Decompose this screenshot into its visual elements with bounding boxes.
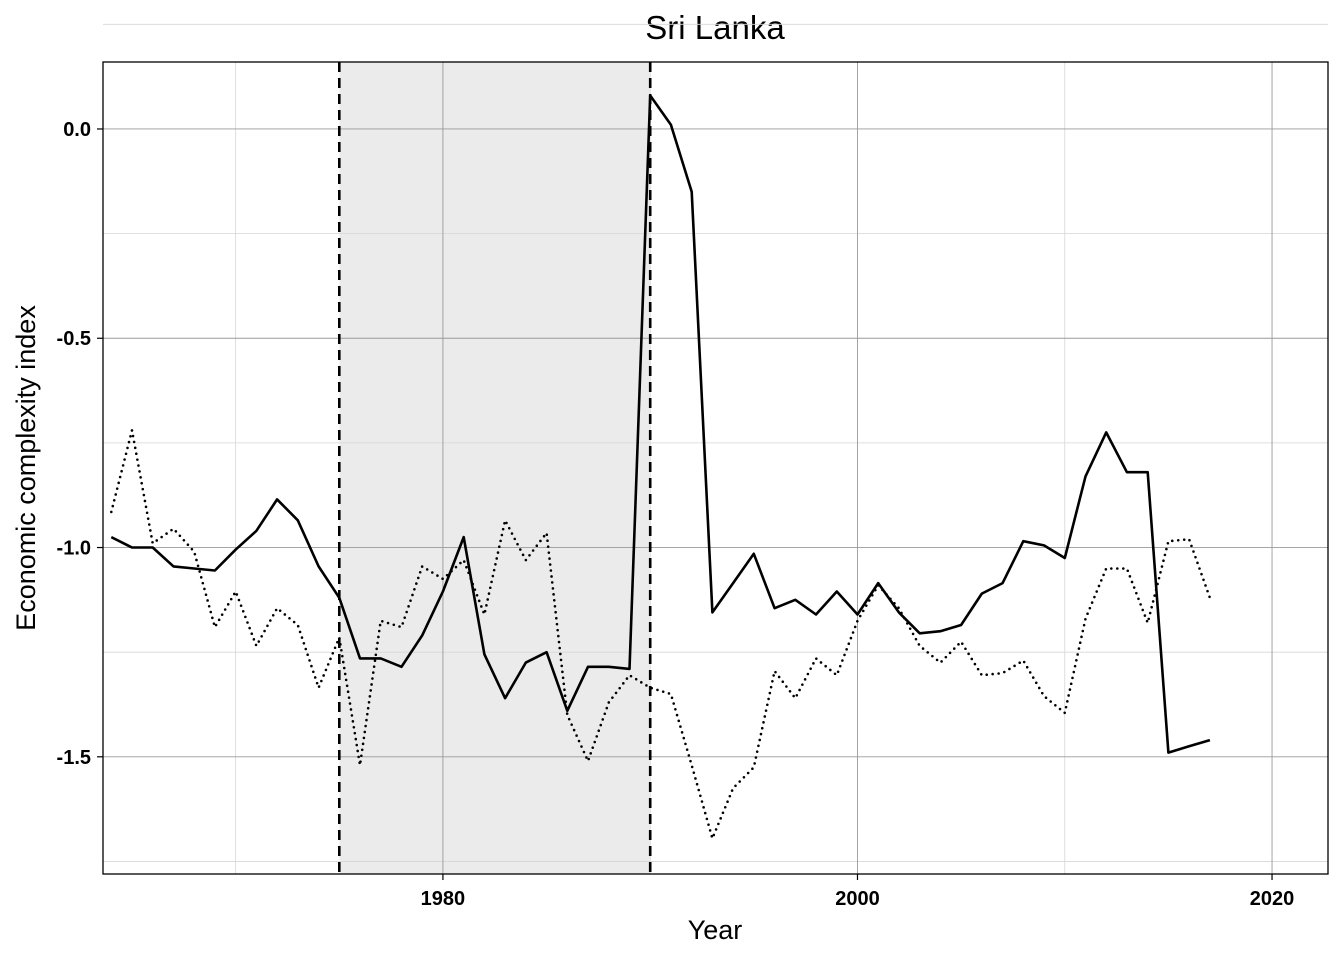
chart-title: Sri Lanka xyxy=(645,9,785,46)
solid-series-line xyxy=(110,94,1211,754)
y-tick-label: 0.0 xyxy=(63,119,91,141)
y-axis-ticks: 0.0 -0.5 -1.0 -1.5 xyxy=(57,119,103,769)
data-series xyxy=(110,94,1212,840)
x-tick-label: 2000 xyxy=(835,888,880,910)
plot-border xyxy=(102,61,1329,875)
plot-background xyxy=(103,62,1328,874)
plot-area xyxy=(103,62,1328,874)
plot-frame xyxy=(102,61,1329,875)
shaded-period xyxy=(339,62,651,874)
y-tick-label: -1.5 xyxy=(57,747,91,769)
dotted-series-line xyxy=(110,429,1212,840)
x-axis-title: Year xyxy=(688,915,743,945)
gridlines xyxy=(103,23,1328,874)
y-axis-title: Economic complexity index xyxy=(11,305,41,631)
x-tick-label: 1980 xyxy=(421,888,466,910)
y-tick-label: -0.5 xyxy=(57,328,91,350)
y-tick-label: -1.0 xyxy=(57,538,91,560)
reference-lines xyxy=(337,62,652,874)
x-tick-label: 2020 xyxy=(1250,888,1295,910)
x-axis-ticks: 1980 2000 2020 xyxy=(421,874,1295,910)
shaded-region xyxy=(339,62,651,874)
